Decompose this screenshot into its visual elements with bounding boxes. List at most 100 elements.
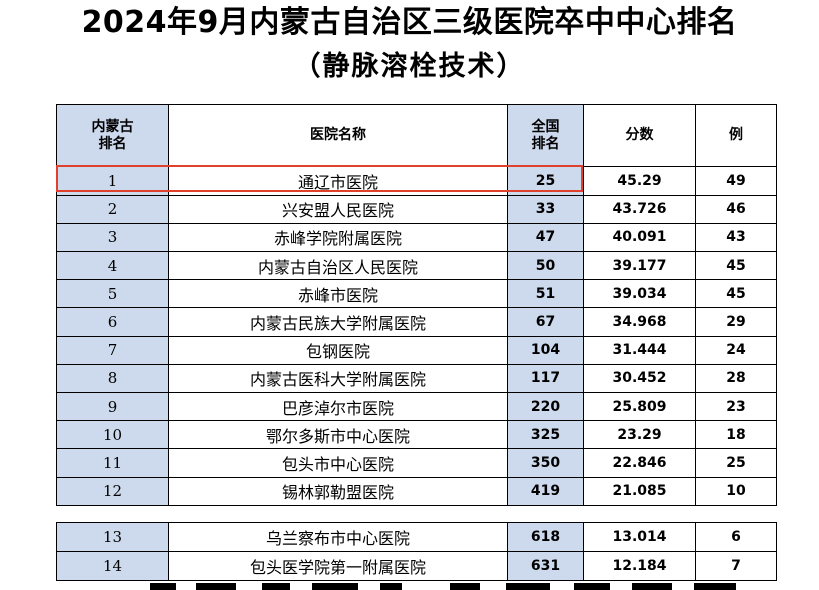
table-header-row: 内蒙古 排名 医院名称 全国 排名 分数 例 [56, 103, 777, 168]
score-cell: 12.184 [583, 551, 696, 581]
hospital-name-cell: 包头市中心医院 [168, 448, 508, 478]
table-row: 7 包钢医院 104 31.444 24 [56, 335, 777, 365]
hospital-name-cell: 乌兰察布市中心医院 [168, 522, 508, 552]
table-row: 6 内蒙古民族大学附属医院 67 34.968 29 [56, 307, 777, 337]
cases-cell: 23 [695, 392, 777, 422]
region-rank-cell: 1 [56, 166, 169, 196]
hospital-name-cell: 鄂尔多斯市中心医院 [168, 420, 508, 450]
cases-cell: 49 [695, 166, 777, 196]
hospital-name-cell: 内蒙古民族大学附属医院 [168, 307, 508, 337]
table-row: 3 赤峰学院附属医院 47 40.091 43 [56, 222, 777, 253]
hospital-name-cell: 通辽市医院 [168, 166, 508, 196]
table-row: 9 巴彦淖尔市医院 220 25.809 23 [56, 392, 777, 422]
hospital-name-cell: 包头医学院第一附属医院 [168, 551, 508, 581]
region-rank-cell: 14 [56, 551, 169, 581]
header-national-rank-line2: 排名 [531, 135, 560, 152]
national-rank-cell: 220 [507, 392, 584, 422]
national-rank-cell: 631 [507, 551, 584, 581]
cases-cell: 46 [695, 194, 777, 224]
region-rank-cell: 11 [56, 448, 169, 478]
score-cell: 39.034 [583, 279, 696, 309]
hospital-name-cell: 赤峰市医院 [168, 279, 508, 309]
cases-cell: 7 [695, 551, 777, 581]
region-rank-cell: 7 [56, 335, 169, 365]
header-hospital-label: 医院名称 [310, 127, 366, 144]
cases-cell: 45 [695, 251, 777, 281]
region-rank-cell: 4 [56, 251, 169, 281]
table-row: 4 内蒙古自治区人民医院 50 39.177 45 [56, 251, 777, 281]
ranking-table: 内蒙古 排名 医院名称 全国 排名 分数 例 1 通辽市医院 25 45.29 49 2 兴… [56, 103, 777, 507]
score-cell: 13.014 [583, 522, 696, 552]
cases-cell: 18 [695, 420, 777, 450]
national-rank-cell: 33 [507, 194, 584, 224]
cases-cell: 25 [695, 448, 777, 478]
score-cell: 43.726 [583, 194, 696, 224]
national-rank-cell: 419 [507, 476, 584, 507]
score-cell: 25.809 [583, 392, 696, 422]
region-rank-cell: 13 [56, 522, 169, 552]
hospital-name-cell: 兴安盟人民医院 [168, 194, 508, 224]
page-title: 2024年9月内蒙古自治区三级医院卒中中心排名 [81, 5, 738, 40]
hospital-name-cell: 内蒙古自治区人民医院 [168, 251, 508, 281]
hospital-name-cell: 赤峰学院附属医院 [168, 222, 508, 253]
national-rank-cell: 117 [507, 363, 584, 394]
region-rank-cell: 8 [56, 363, 169, 394]
cases-cell: 6 [695, 522, 777, 552]
table-row: 13 乌兰察布市中心医院 618 13.014 6 [56, 522, 777, 552]
header-national-rank-line1: 全国 [531, 118, 560, 135]
table-row: 12 锡林郭勒盟医院 419 21.085 10 [56, 476, 777, 507]
region-rank-cell: 12 [56, 476, 169, 507]
header-score-label: 分数 [625, 127, 654, 144]
table-row: 11 包头市中心医院 350 22.846 25 [56, 448, 777, 478]
cases-cell: 28 [695, 363, 777, 394]
score-cell: 30.452 [583, 363, 696, 394]
cutoff-next-line [0, 583, 819, 590]
header-region-rank-line2: 排名 [98, 135, 127, 152]
table-row: 1 通辽市医院 25 45.29 49 [56, 166, 777, 196]
national-rank-cell: 51 [507, 279, 584, 309]
header-region-rank: 内蒙古 排名 [56, 103, 169, 168]
score-cell: 40.091 [583, 222, 696, 253]
cases-cell: 45 [695, 279, 777, 309]
cases-cell: 29 [695, 307, 777, 337]
ranking-table-continued: 13 乌兰察布市中心医院 618 13.014 6 14 包头医学院第一附属医院 631 12.… [56, 522, 777, 581]
score-cell: 23.29 [583, 420, 696, 450]
region-rank-cell: 9 [56, 392, 169, 422]
header-cases-label: 例 [729, 127, 743, 144]
cases-cell: 24 [695, 335, 777, 365]
region-rank-cell: 6 [56, 307, 169, 337]
region-rank-cell: 5 [56, 279, 169, 309]
score-cell: 45.29 [583, 166, 696, 196]
national-rank-cell: 50 [507, 251, 584, 281]
national-rank-cell: 47 [507, 222, 584, 253]
table-row: 8 内蒙古医科大学附属医院 117 30.452 28 [56, 363, 777, 394]
hospital-name-cell: 内蒙古医科大学附属医院 [168, 363, 508, 394]
national-rank-cell: 618 [507, 522, 584, 552]
national-rank-cell: 325 [507, 420, 584, 450]
region-rank-cell: 3 [56, 222, 169, 253]
cases-cell: 10 [695, 476, 777, 507]
page-subtitle: （静脉溶栓技术） [293, 51, 526, 82]
national-rank-cell: 25 [507, 166, 584, 196]
national-rank-cell: 67 [507, 307, 584, 337]
national-rank-cell: 104 [507, 335, 584, 365]
cases-cell: 43 [695, 222, 777, 253]
region-rank-cell: 10 [56, 420, 169, 450]
header-region-rank-line1: 内蒙古 [91, 118, 134, 135]
national-rank-cell: 350 [507, 448, 584, 478]
table-row: 2 兴安盟人民医院 33 43.726 46 [56, 194, 777, 224]
score-cell: 39.177 [583, 251, 696, 281]
header-score: 分数 [583, 103, 696, 168]
score-cell: 21.085 [583, 476, 696, 507]
table-row: 14 包头医学院第一附属医院 631 12.184 7 [56, 551, 777, 581]
region-rank-cell: 2 [56, 194, 169, 224]
hospital-name-cell: 巴彦淖尔市医院 [168, 392, 508, 422]
hospital-name-cell: 锡林郭勒盟医院 [168, 476, 508, 507]
score-cell: 31.444 [583, 335, 696, 365]
table-row: 10 鄂尔多斯市中心医院 325 23.29 18 [56, 420, 777, 450]
score-cell: 22.846 [583, 448, 696, 478]
score-cell: 34.968 [583, 307, 696, 337]
header-national-rank: 全国 排名 [507, 103, 584, 168]
hospital-name-cell: 包钢医院 [168, 335, 508, 365]
header-hospital: 医院名称 [168, 103, 508, 168]
